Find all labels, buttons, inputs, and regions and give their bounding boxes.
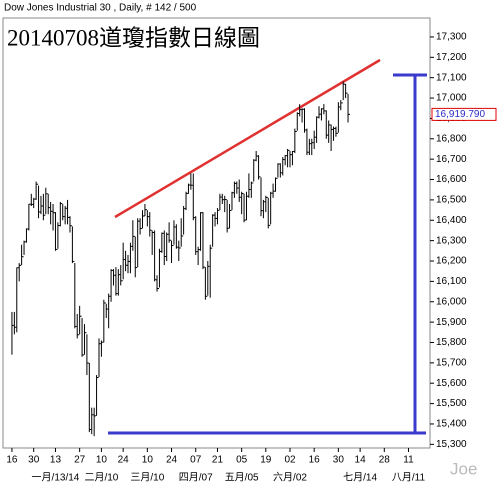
- y-tick-label: 15,500: [436, 398, 467, 409]
- y-tick-label: 17,100: [436, 72, 467, 83]
- x-tick-label: 27: [74, 455, 86, 466]
- x-tick-label: 13: [50, 455, 62, 466]
- chart-title: Dow Jones Industrial 30 , Daily, # 142 /…: [4, 3, 197, 14]
- y-tick-label: 16,200: [436, 256, 467, 267]
- x-month-label: 一月/13/14: [32, 472, 80, 484]
- x-month-label: 五月/05: [225, 472, 259, 484]
- watermark: Joe: [450, 459, 477, 478]
- last-price-box: [431, 107, 497, 121]
- y-tick-label: 16,300: [436, 235, 467, 246]
- y-tick-label: 15,700: [436, 357, 467, 368]
- x-tick-label: 16: [309, 455, 321, 466]
- x-tick-label: 11: [403, 455, 414, 466]
- y-tick-label: 17,300: [436, 32, 467, 43]
- last-price-label: 16,919.790: [435, 109, 485, 120]
- chart-subtitle: 20140708道瓊指數日線圖: [7, 25, 260, 50]
- x-tick-label: 16: [6, 455, 18, 466]
- x-tick-label: 30: [333, 455, 345, 466]
- y-tick-label: 16,600: [436, 174, 467, 185]
- x-month-label: 七月/14: [343, 472, 377, 484]
- y-tick-label: 15,400: [436, 419, 467, 430]
- y-tick-label: 15,600: [436, 378, 467, 389]
- y-tick-label: 16,100: [436, 276, 467, 287]
- plot-frame: [2, 17, 431, 449]
- x-tick-label: 10: [96, 455, 108, 466]
- y-tick-label: 16,700: [436, 154, 467, 165]
- x-tick-label: 30: [28, 455, 40, 466]
- x-tick-label: 28: [379, 455, 391, 466]
- x-tick-label: 14: [355, 455, 367, 466]
- x-tick-label: 21: [212, 455, 224, 466]
- x-tick-label: 07: [190, 455, 202, 466]
- trend-line: [114, 58, 381, 219]
- y-tick-label: 16,500: [436, 195, 467, 206]
- y-tick-label: 15,300: [436, 439, 467, 450]
- y-tick-label: 16,400: [436, 215, 467, 226]
- x-month-label: 四月/07: [179, 472, 213, 484]
- x-tick-label: 24: [166, 455, 178, 466]
- y-tick-label: 15,900: [436, 317, 467, 328]
- x-month-label: 六月/02: [273, 472, 307, 484]
- x-tick-label: 24: [118, 455, 130, 466]
- x-tick-label: 02: [284, 455, 296, 466]
- y-tick-label: 17,200: [436, 52, 467, 63]
- y-tick-label: 16,000: [436, 296, 467, 307]
- x-month-label: 二月/10: [84, 472, 118, 484]
- y-tick-label: 17,000: [436, 93, 467, 104]
- x-month-label: 八月/11: [392, 472, 426, 484]
- x-month-label: 三月/10: [130, 472, 164, 484]
- y-tick-label: 15,800: [436, 337, 467, 348]
- x-tick-label: 10: [142, 455, 154, 466]
- x-tick-label: 05: [236, 455, 248, 466]
- y-tick-label: 16,800: [436, 133, 467, 144]
- x-tick-label: 19: [260, 455, 272, 466]
